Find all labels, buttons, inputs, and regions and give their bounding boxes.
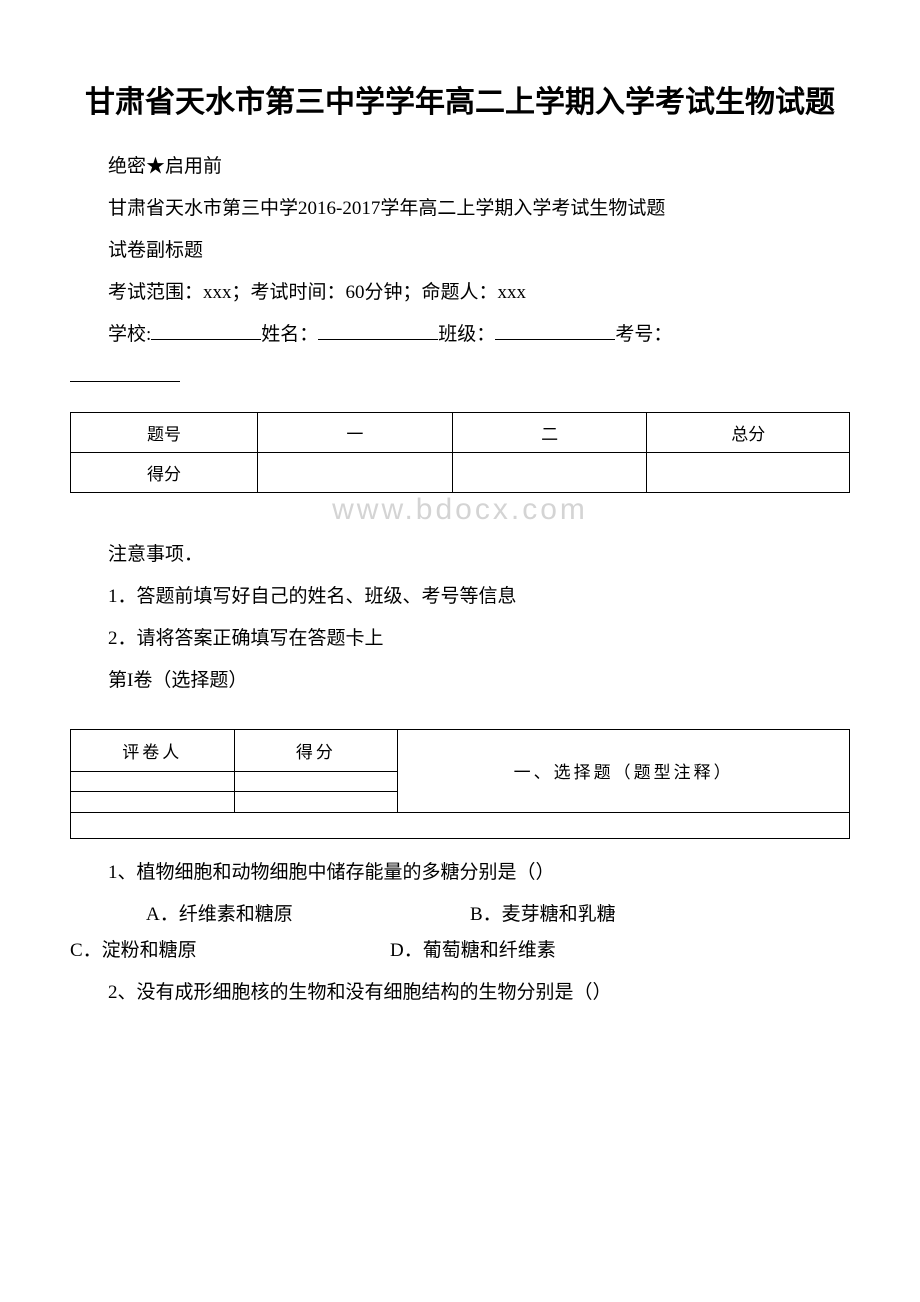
class-label: 班级： bbox=[438, 324, 495, 345]
option-c: C．淀粉和糖原 bbox=[70, 933, 390, 969]
main-title: 甘肃省天水市第三中学学年高二上学期入学考试生物试题 bbox=[70, 80, 850, 125]
table-row: 评卷人 得分 一、选择题（题型注释） bbox=[71, 729, 850, 812]
table-row bbox=[71, 812, 850, 838]
notice-title: 注意事项． bbox=[70, 537, 850, 573]
header-total: 总分 bbox=[647, 412, 850, 452]
score-cell[interactable] bbox=[257, 452, 452, 492]
school-field[interactable] bbox=[151, 339, 261, 340]
score-table: 题号 一 二 总分 得分 www.bdocx.com bbox=[70, 412, 850, 527]
part1-label: 第I卷（选择题） bbox=[70, 663, 850, 699]
header-two: 二 bbox=[452, 412, 647, 452]
subtitle: 试卷副标题 bbox=[70, 233, 850, 269]
score-cell[interactable] bbox=[452, 452, 647, 492]
option-a: A．纤维素和糖原 bbox=[70, 897, 470, 933]
empty-cell bbox=[234, 792, 397, 812]
header-one: 一 bbox=[257, 412, 452, 452]
exam-info: 考试范围：xxx；考试时间：60分钟；命题人：xxx bbox=[70, 275, 850, 311]
empty-cell bbox=[71, 792, 234, 812]
table-row: 得分 bbox=[71, 452, 850, 492]
notice-item-2: 2．请将答案正确填写在答题卡上 bbox=[70, 621, 850, 657]
question-1-options: A．纤维素和糖原B．麦芽糖和乳糖 C．淀粉和糖原D．葡萄糖和纤维素 bbox=[70, 897, 850, 969]
name-field[interactable] bbox=[318, 339, 438, 340]
section-table: 评卷人 得分 一、选择题（题型注释） bbox=[70, 729, 850, 839]
number-label: 考号： bbox=[615, 324, 672, 345]
full-title: 甘肃省天水市第三中学2016-2017学年高二上学期入学考试生物试题 bbox=[70, 191, 850, 227]
grader-cell[interactable] bbox=[71, 772, 234, 792]
name-label: 姓名： bbox=[261, 324, 318, 345]
score-cell[interactable] bbox=[647, 452, 850, 492]
header-topic: 题号 bbox=[71, 412, 258, 452]
grader-label: 评卷人 bbox=[71, 730, 234, 772]
school-label: 学校: bbox=[108, 324, 151, 345]
score-label: 得分 bbox=[71, 452, 258, 492]
class-field[interactable] bbox=[495, 339, 615, 340]
option-b: B．麦芽糖和乳糖 bbox=[470, 897, 616, 933]
table-row: 题号 一 二 总分 bbox=[71, 412, 850, 452]
score-cell-2[interactable] bbox=[234, 772, 397, 792]
question-1: 1、植物细胞和动物细胞中储存能量的多糖分别是（） bbox=[70, 855, 850, 891]
watermark-row: www.bdocx.com bbox=[71, 492, 850, 527]
student-info-row: 学校: 姓名： 班级： 考号： bbox=[70, 317, 850, 353]
score-label-2: 得分 bbox=[234, 730, 397, 772]
number-field[interactable] bbox=[70, 381, 180, 382]
option-d: D．葡萄糖和纤维素 bbox=[390, 933, 556, 969]
empty-cell bbox=[71, 812, 850, 838]
question-2: 2、没有成形细胞核的生物和没有细胞结构的生物分别是（） bbox=[70, 975, 850, 1011]
confidential-label: 绝密★启用前 bbox=[70, 149, 850, 185]
section-title: 一、选择题（题型注释） bbox=[398, 729, 850, 812]
notice-item-1: 1．答题前填写好自己的姓名、班级、考号等信息 bbox=[70, 579, 850, 615]
watermark-text: www.bdocx.com bbox=[71, 493, 850, 527]
